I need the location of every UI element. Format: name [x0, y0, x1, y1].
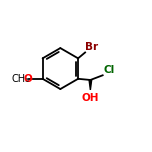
Text: O: O — [24, 74, 32, 84]
Text: Br: Br — [85, 42, 98, 52]
Polygon shape — [89, 80, 92, 90]
Text: Cl: Cl — [103, 65, 114, 75]
Text: CH₃: CH₃ — [11, 74, 29, 84]
Text: OH: OH — [82, 93, 99, 104]
